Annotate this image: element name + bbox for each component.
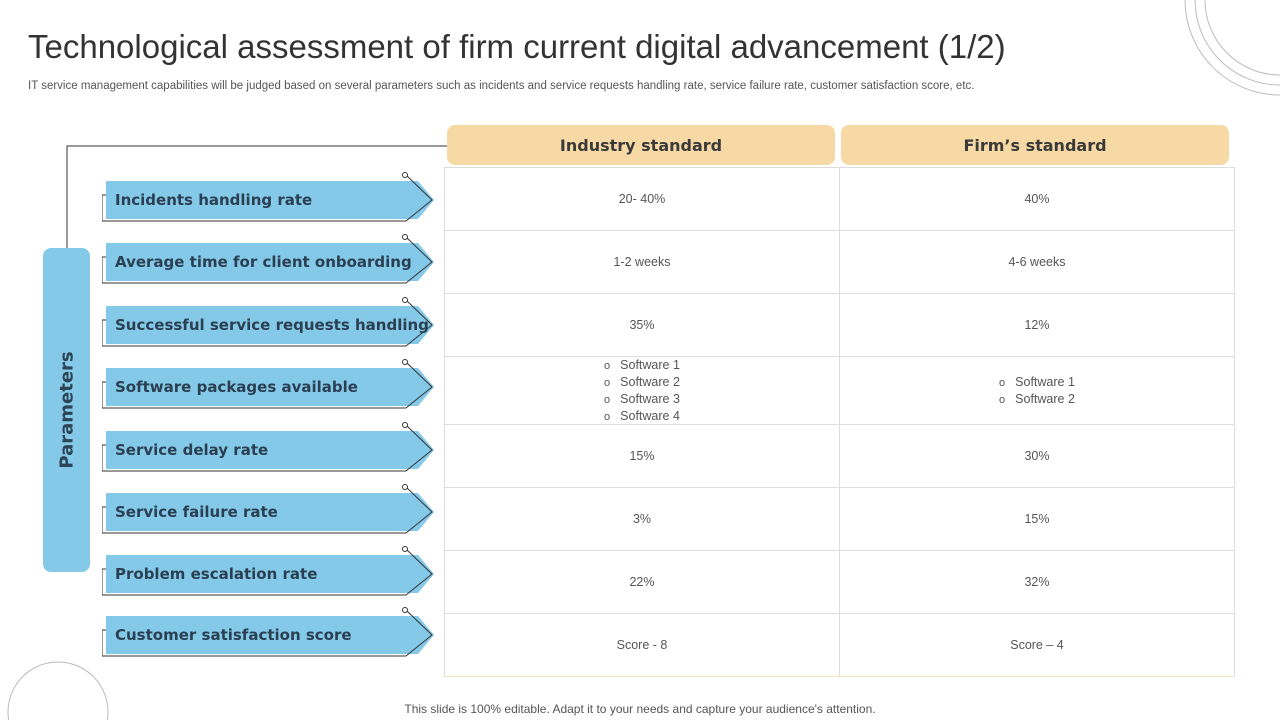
table-row: 1-2 weeks 4-6 weeks	[445, 230, 1234, 293]
cell-firm: 12%	[839, 294, 1234, 356]
table-row: Software 1Software 2Software 3Software 4…	[445, 356, 1234, 424]
parameter-label: Incidents handling rate	[115, 191, 313, 209]
arrow-shape	[102, 359, 434, 409]
parameter-label: Average time for client onboarding	[115, 253, 412, 271]
parameter-label: Successful service requests handling	[115, 316, 429, 334]
cell-firm: 15%	[839, 488, 1234, 550]
table-row: Score - 8 Score – 4	[445, 613, 1234, 676]
header-industry-standard: Industry standard	[447, 125, 835, 165]
cell-industry: 15%	[629, 449, 655, 463]
page-subtitle: IT service management capabilities will …	[28, 80, 975, 92]
arrow-shape	[102, 234, 434, 284]
cell-industry: Software 1Software 2Software 3Software 4	[445, 357, 839, 424]
arrow-shape	[102, 484, 434, 534]
parameter-arrow: Customer satisfaction score	[102, 607, 436, 666]
table-row: 3% 15%	[445, 487, 1234, 550]
header-firm-standard: Firm’s standard	[841, 125, 1229, 165]
parameter-arrow: Successful service requests handling	[102, 297, 436, 356]
table-row: 20- 40% 40%	[445, 167, 1234, 230]
parameter-label: Service failure rate	[115, 503, 278, 521]
cell-firm: 4-6 weeks	[839, 231, 1234, 293]
list-item: Software 1	[999, 374, 1075, 391]
cell-industry: 35%	[629, 318, 655, 332]
list-item: Software 2	[604, 374, 680, 391]
parameter-label: Customer satisfaction score	[115, 626, 352, 644]
parameter-arrow: Incidents handling rate	[102, 172, 436, 231]
table-row: 15% 30%	[445, 424, 1234, 487]
cell-industry: 20- 40%	[618, 192, 666, 206]
parameter-arrow: Average time for client onboarding	[102, 234, 436, 293]
parameter-arrow: Problem escalation rate	[102, 546, 436, 605]
arrow-shape	[102, 422, 434, 472]
parameter-arrow: Software packages available	[102, 359, 436, 418]
arrow-shape	[102, 172, 434, 222]
parameter-label: Problem escalation rate	[115, 565, 318, 583]
cell-firm: 32%	[839, 551, 1234, 613]
cell-industry: Score - 8	[616, 638, 668, 652]
cell-firm: Software 1Software 2	[839, 357, 1234, 424]
cell-firm: 40%	[839, 168, 1234, 230]
arrow-shape	[102, 546, 434, 596]
parameter-arrow: Service failure rate	[102, 484, 436, 543]
cell-industry: 3%	[632, 512, 652, 526]
parameter-label: Software packages available	[115, 378, 358, 396]
cell-firm: Score – 4	[839, 614, 1234, 676]
list-item: Software 1	[604, 357, 680, 374]
cell-industry: 22%	[629, 575, 655, 589]
footer-note: This slide is 100% editable. Adapt it to…	[404, 702, 876, 716]
parameters-label-bar: Parameters	[43, 248, 90, 572]
list-item: Software 4	[604, 408, 680, 425]
table-row: 35% 12%	[445, 293, 1234, 356]
parameter-label: Service delay rate	[115, 441, 269, 459]
page-title: Technological assessment of firm current…	[28, 28, 1006, 65]
arrow-shape	[102, 297, 434, 347]
cell-firm: 30%	[839, 425, 1234, 487]
parameters-label: Parameters	[56, 351, 77, 469]
list-item: Software 3	[604, 391, 680, 408]
arrow-shape	[102, 607, 434, 657]
table-row: 22% 32%	[445, 550, 1234, 613]
parameter-arrow: Service delay rate	[102, 422, 436, 481]
cell-industry: 1-2 weeks	[613, 255, 671, 269]
list-item: Software 2	[999, 391, 1075, 408]
